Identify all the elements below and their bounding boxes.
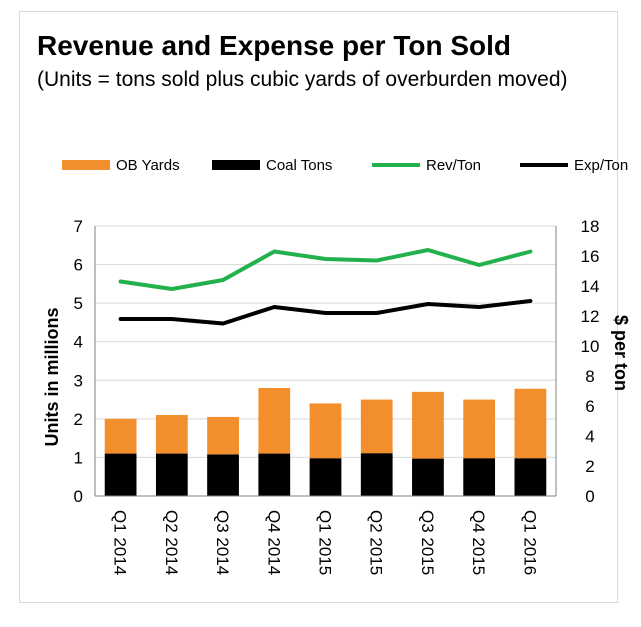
x-tick-label: Q1 2015: [316, 510, 335, 575]
y2-tick-label: 6: [585, 397, 594, 416]
bar-coal-tons: [309, 458, 342, 496]
legend-label: Rev/Ton: [426, 157, 481, 174]
bar-ob-yards: [360, 399, 393, 454]
bar-ob-yards: [514, 388, 547, 459]
line-exp-ton: [118, 299, 533, 326]
y2-tick-label: 18: [581, 217, 600, 236]
bar-coal-tons: [258, 453, 291, 496]
y2-axis-label: $ per ton: [611, 315, 631, 391]
y-tick-label: 3: [74, 371, 83, 390]
bar-ob-yards: [309, 403, 342, 459]
bar-coal-tons: [104, 453, 137, 496]
x-tick-label: Q3 2015: [418, 510, 437, 575]
bar-coal-tons: [155, 453, 188, 496]
x-tick-label: Q4 2014: [264, 510, 283, 575]
y2-tick-label: 0: [585, 487, 594, 506]
y2-tick-label: 16: [581, 247, 600, 266]
bar-coal-tons: [207, 454, 239, 496]
legend-label: Exp/Ton: [574, 157, 628, 174]
bar-coal-tons: [514, 458, 547, 496]
bar-ob-yards: [463, 399, 496, 459]
chart-subtitle: (Units = tons sold plus cubic yards of o…: [37, 68, 568, 91]
y-tick-label: 5: [74, 294, 83, 313]
bar-ob-yards: [258, 388, 291, 454]
legend-swatch: [62, 160, 110, 170]
x-tick-label: Q3 2014: [213, 510, 232, 575]
bar-coal-tons: [360, 453, 393, 496]
line-rev-ton: [118, 248, 533, 291]
x-tick-label: Q2 2014: [162, 510, 181, 575]
x-tick-label: Q1 2014: [111, 510, 130, 575]
bar-ob-yards: [155, 415, 188, 454]
x-tick-label: Q2 2015: [367, 510, 386, 575]
chart-title: Revenue and Expense per Ton Sold: [37, 30, 512, 61]
x-tick-label: Q4 2015: [469, 510, 488, 575]
legend: OB Yards Coal Tons Rev/Ton Exp/Ton: [62, 157, 628, 174]
legend-label: Coal Tons: [266, 157, 332, 174]
y2-tick-label: 12: [581, 307, 600, 326]
x-tick-label: Q1 2016: [520, 510, 539, 575]
y-tick-label: 6: [74, 256, 83, 275]
y2-tick-label: 14: [581, 277, 600, 296]
y-tick-label: 4: [74, 333, 83, 352]
bar-ob-yards: [412, 391, 444, 459]
bars: [104, 388, 547, 496]
y-tick-label: 1: [74, 448, 83, 467]
legend-swatch: [212, 160, 260, 170]
y2-tick-label: 8: [585, 367, 594, 386]
y2-tick-label: 10: [581, 337, 600, 356]
series-lines: [118, 248, 533, 326]
bar-ob-yards: [207, 416, 239, 455]
bar-coal-tons: [463, 458, 496, 496]
y-tick-label: 7: [74, 217, 83, 236]
y-tick-label: 2: [74, 410, 83, 429]
bar-coal-tons: [412, 458, 444, 496]
y-axis-label: Units in millions: [42, 307, 62, 446]
bar-ob-yards: [104, 418, 137, 454]
y2-tick-label: 4: [585, 427, 594, 446]
y-tick-label: 0: [74, 487, 83, 506]
y2-tick-label: 2: [585, 457, 594, 476]
chart-frame: [19, 11, 618, 603]
legend-label: OB Yards: [116, 157, 180, 174]
